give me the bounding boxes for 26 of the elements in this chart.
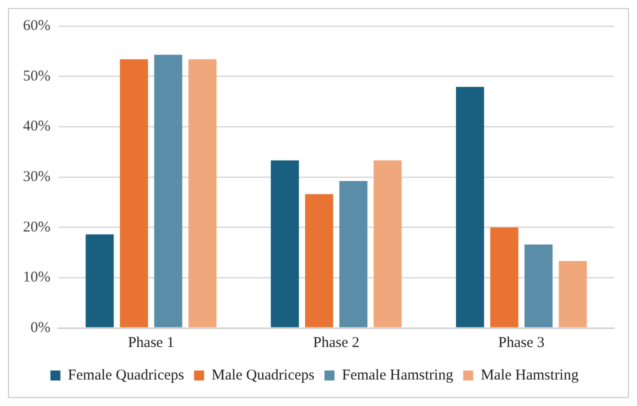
bar [374, 160, 402, 328]
bar [188, 59, 217, 328]
bar [490, 227, 518, 328]
x-tick-label: Phase 2 [313, 334, 360, 351]
x-tick-label: Phase 1 [128, 334, 174, 351]
bar [456, 86, 484, 328]
legend-label: Female Quadriceps [68, 367, 184, 384]
x-tick-label: Phase 3 [498, 334, 545, 351]
bar [86, 234, 114, 328]
y-tick-label: 50% [22, 68, 50, 84]
bar [339, 181, 368, 328]
bar [154, 54, 182, 328]
legend-label: Male Hamstring [480, 367, 580, 384]
bar [524, 244, 553, 328]
y-tick-label: 40% [22, 118, 50, 135]
y-tick-label: 0% [30, 320, 50, 336]
y-tick-label: 20% [22, 219, 50, 236]
bar [305, 194, 334, 328]
bar [270, 160, 299, 328]
legend-label: Male Quadriceps [212, 367, 315, 384]
y-tick-label: 10% [22, 270, 50, 286]
y-tick-label: 60% [22, 18, 50, 34]
bar [120, 59, 148, 328]
bar [558, 261, 587, 328]
legend-label: Female Hamstring [342, 367, 454, 384]
y-tick-label: 30% [22, 168, 50, 185]
